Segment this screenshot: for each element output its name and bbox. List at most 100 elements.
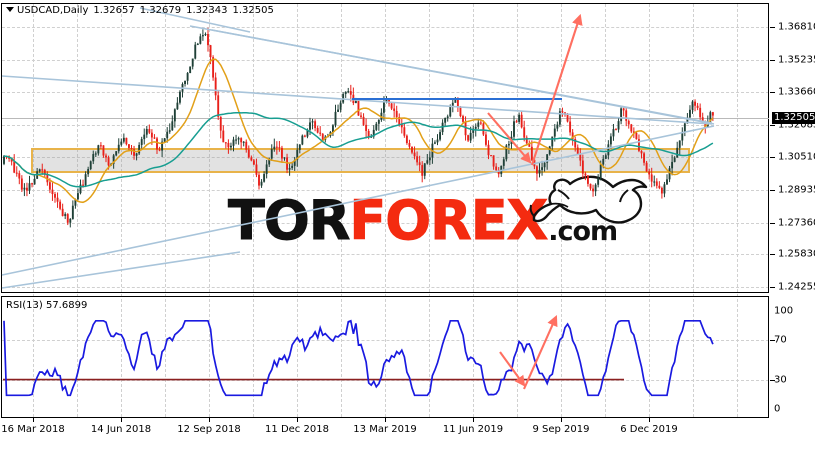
candle-body — [38, 169, 41, 172]
upper-channel-line-left[interactable] — [139, 7, 251, 33]
candle-body — [268, 158, 271, 165]
candle-body — [696, 105, 699, 108]
current-price-tag: 1.32505 — [772, 112, 815, 124]
candle-body — [189, 66, 192, 74]
candle-body — [413, 152, 416, 157]
rsi-forecast-down-arrow[interactable] — [499, 351, 526, 387]
candle-body — [434, 142, 436, 144]
rsi-indicator-header: RSI(13) 57.6899 — [6, 300, 88, 311]
symbol-label: USDCAD,Daily — [17, 5, 89, 16]
candle-body — [612, 129, 615, 137]
candle-body — [59, 201, 62, 209]
candle-body — [566, 114, 569, 122]
price-forecast-down-arrow[interactable] — [487, 112, 532, 164]
wedge-upper-line[interactable] — [211, 29, 715, 125]
candle-body — [89, 161, 92, 170]
candle-body — [347, 91, 350, 93]
candle-body — [122, 137, 125, 142]
time-axis-tick-mark — [385, 418, 386, 422]
candle-body — [23, 187, 26, 190]
candle-body — [148, 128, 151, 133]
rsi-axis-tick-label: 30 — [774, 374, 787, 386]
candle-body — [362, 116, 365, 125]
candle-body — [365, 124, 368, 131]
candle-body — [250, 157, 253, 161]
candle-body — [411, 146, 413, 153]
candle-body — [298, 144, 301, 150]
candle-body — [467, 135, 470, 141]
candle-body — [650, 174, 653, 182]
candle-body — [288, 167, 291, 170]
candle-body — [79, 184, 82, 194]
candle-body — [462, 116, 464, 122]
candle-body — [334, 111, 337, 126]
candle-body — [574, 139, 577, 148]
candle-body — [54, 194, 56, 198]
moving-average-fast — [4, 58, 714, 204]
candle-body — [571, 132, 574, 139]
candle-body — [548, 146, 551, 155]
ohlc-high: 1.32679 — [139, 5, 182, 16]
candle-body — [258, 174, 260, 186]
triangle-down-icon[interactable] — [6, 6, 14, 12]
candle-body — [520, 114, 523, 128]
candle-body — [303, 135, 306, 137]
candle-body — [711, 112, 714, 116]
candle-body — [311, 121, 314, 123]
candle-body — [33, 178, 36, 185]
candle-body — [439, 132, 441, 140]
candle-body — [204, 34, 207, 36]
time-axis-tick-label: 13 Mar 2019 — [353, 424, 417, 435]
rsi-axis-tick-label: 0 — [774, 403, 781, 415]
candle-body — [219, 116, 222, 131]
time-axis-tick-label: 14 Jun 2018 — [90, 424, 152, 435]
candle-body — [281, 147, 283, 159]
rsi-forecast-up-arrow[interactable] — [523, 315, 558, 390]
candle-body — [543, 162, 546, 168]
candle-body — [482, 123, 485, 135]
candle-body — [240, 138, 243, 143]
candle-body — [459, 107, 462, 117]
candle-body — [13, 161, 16, 173]
candle-body — [502, 159, 505, 166]
time-axis-tick-label: 16 Mar 2018 — [1, 424, 65, 435]
price-axis-tick-label: 1.25830 — [778, 248, 815, 260]
candle-body — [301, 135, 304, 145]
price-axis-tick-mark — [770, 287, 775, 288]
candle-body — [676, 147, 679, 158]
candle-body — [64, 214, 67, 216]
time-axis-tick-label: 11 Jun 2019 — [442, 424, 504, 435]
candle-body — [691, 101, 694, 110]
candle-body — [179, 91, 181, 103]
candle-body — [622, 108, 625, 111]
candle-body — [133, 149, 135, 156]
candle-body — [66, 214, 69, 223]
candle-body — [653, 181, 656, 183]
candle-body — [191, 58, 194, 67]
candle-body — [497, 170, 500, 175]
candle-body — [153, 137, 156, 139]
candle-body — [449, 105, 452, 117]
candle-body — [28, 183, 31, 191]
candle-body — [112, 155, 115, 164]
candle-body — [523, 127, 526, 138]
candle-body — [166, 131, 169, 139]
candle-body — [436, 139, 439, 143]
candle-body — [138, 144, 141, 154]
candle-body — [20, 178, 23, 190]
chart-symbol-header: USDCAD,Daily 1.32657 1.32679 1.32343 1.32505 — [6, 5, 279, 16]
candle-body — [56, 197, 59, 202]
candle-body — [515, 121, 518, 123]
candle-body — [156, 138, 158, 150]
rsi-axis-tick-mark — [770, 340, 775, 342]
wedge-lower-line[interactable] — [1, 125, 715, 276]
candle-body — [464, 121, 467, 136]
price-axis-tick-mark — [770, 27, 775, 28]
candle-body — [316, 128, 319, 133]
price-forecast-up-arrow[interactable] — [531, 13, 583, 166]
candle-body — [145, 128, 148, 135]
price-axis-tick-label: 1.36810 — [778, 21, 815, 33]
candle-body — [199, 36, 202, 44]
